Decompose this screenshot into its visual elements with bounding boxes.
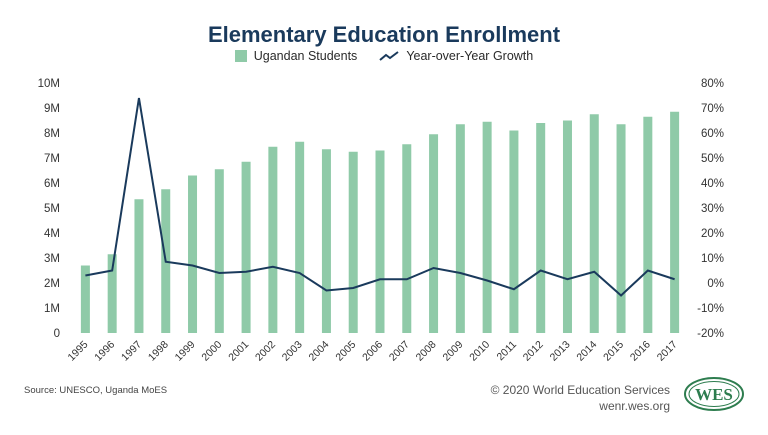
left-axis-tick-label: 0	[54, 328, 60, 340]
left-axis-tick-label: 7M	[44, 153, 60, 165]
left-axis-tick-label: 10M	[38, 78, 60, 90]
x-tick-label: 1998	[146, 339, 171, 364]
left-axis-tick-label: 4M	[44, 228, 60, 240]
legend-label-growth: Year-over-Year Growth	[406, 49, 534, 63]
bar-2015	[616, 124, 626, 333]
x-tick-label: 2003	[280, 339, 305, 364]
legend-label-students: Ugandan Students	[253, 49, 358, 63]
website-text: wenr.wes.org	[599, 399, 670, 413]
bar-2017	[670, 111, 680, 333]
right-axis-tick-label: 60%	[701, 128, 724, 140]
x-tick-label: 2006	[360, 339, 385, 364]
source-note: Source: UNESCO, Uganda MoES	[24, 385, 168, 396]
bar-2006	[375, 150, 385, 333]
x-tick-label: 2000	[199, 339, 224, 364]
left-axis-tick-label: 3M	[44, 253, 60, 265]
bar-1997	[134, 199, 144, 333]
x-tick-label: 2007	[387, 339, 412, 364]
x-tick-label: 1999	[173, 339, 198, 364]
legend-swatch-bar	[234, 50, 247, 62]
legend-line-icon	[379, 51, 399, 61]
bar-2014	[589, 114, 599, 333]
bar-2012	[536, 123, 546, 333]
left-axis-tick-label: 9M	[44, 103, 60, 115]
x-tick-label: 2012	[521, 339, 546, 364]
x-tick-label: 1996	[92, 339, 117, 364]
legend-item-growth: Year-over-Year Growth	[379, 49, 533, 63]
x-tick-label: 2017	[655, 339, 680, 364]
x-tick-label: 2011	[495, 339, 520, 364]
bar-1995	[80, 265, 90, 333]
x-tick-label: 2002	[253, 339, 278, 364]
bar-1996	[107, 254, 117, 333]
copyright-block: © 2020 World Education Services wenr.wes…	[491, 382, 670, 414]
right-axis-tick-label: 30%	[701, 203, 724, 215]
bar-2016	[643, 116, 653, 333]
left-axis-tick-label: 6M	[44, 178, 60, 190]
bar-2001	[241, 161, 251, 333]
right-axis-tick-label: 10%	[701, 253, 724, 265]
bar-1999	[188, 175, 198, 333]
x-tick-label: 2008	[414, 339, 439, 364]
x-tick-label: 2001	[226, 339, 251, 364]
right-axis-tick-label: 40%	[701, 178, 724, 190]
left-axis-tick-label: 1M	[44, 303, 60, 315]
right-axis-tick-label: 20%	[701, 228, 724, 240]
left-axis-tick-label: 2M	[44, 278, 60, 290]
right-axis-tick-label: 70%	[701, 103, 724, 115]
bar-2007	[402, 144, 412, 333]
chart-legend: Ugandan Students Year-over-Year Growth	[0, 49, 768, 63]
bar-2000	[214, 169, 224, 333]
bar-2010	[482, 121, 492, 333]
x-tick-label: 1997	[119, 339, 144, 364]
x-tick-label: 2005	[333, 339, 358, 364]
x-tick-label: 1995	[66, 339, 91, 364]
x-tick-label: 2016	[628, 339, 653, 364]
x-tick-label: 2009	[440, 339, 465, 364]
bar-2008	[429, 134, 439, 333]
bar-2002	[268, 146, 278, 333]
left-axis-tick-label: 5M	[44, 203, 60, 215]
chart-title: Elementary Education Enrollment	[207, 22, 561, 47]
wes-logo-text: WES	[695, 385, 733, 404]
bar-2011	[509, 130, 519, 333]
right-axis-tick-label: -20%	[697, 328, 724, 340]
x-tick-label: 2004	[307, 339, 332, 364]
bar-2009	[455, 124, 465, 333]
wes-logo: WES	[684, 377, 744, 411]
x-tick-label: 2013	[548, 339, 573, 364]
bar-2004	[321, 149, 331, 333]
x-tick-label: 2015	[601, 339, 626, 364]
right-axis-tick-label: 80%	[701, 78, 724, 90]
copyright-text: © 2020 World Education Services	[490, 383, 670, 397]
x-tick-label: 2014	[574, 339, 599, 364]
chart-plot-area: 0 1M 2M 3M 4M 5M 6M 7M 8M 9M 10M -20% -10% 0% 10% 20% 30…	[38, 78, 724, 364]
right-axis-tick-label: 50%	[701, 153, 724, 165]
x-tick-label: 2010	[467, 339, 492, 364]
right-axis-tick-label: -10%	[697, 303, 724, 315]
legend-item-students: Ugandan Students	[234, 49, 358, 63]
right-axis-tick-label: 0%	[707, 278, 724, 290]
bar-2013	[562, 120, 572, 333]
bar-2003	[295, 141, 305, 333]
bar-2005	[348, 151, 358, 333]
left-axis-tick-label: 8M	[44, 128, 60, 140]
